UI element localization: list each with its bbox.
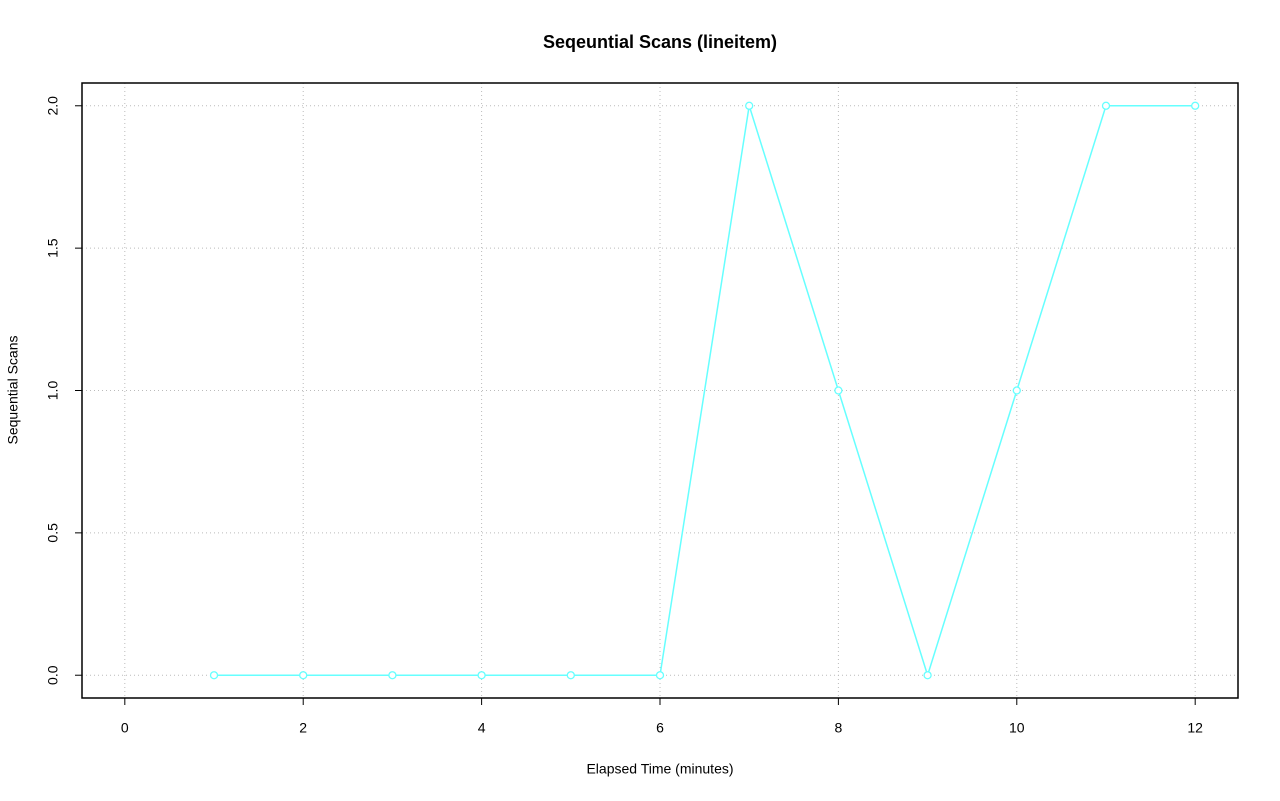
point xyxy=(477,671,486,680)
point xyxy=(566,671,575,680)
point xyxy=(1101,101,1111,110)
x-tick-label: 6 xyxy=(656,720,664,736)
plot-frame xyxy=(81,82,1239,699)
x-tick-label: 0 xyxy=(121,720,129,736)
point xyxy=(655,671,665,680)
point xyxy=(299,671,308,680)
y-tick-label: 0.0 xyxy=(45,665,61,685)
point xyxy=(209,671,219,680)
y-tick-label: 1.5 xyxy=(45,238,61,258)
point xyxy=(1191,101,1200,110)
y-axis-label: Sequential Scans xyxy=(5,336,21,445)
point xyxy=(1012,386,1021,395)
line xyxy=(214,105,1196,678)
y-tick-label: 1.0 xyxy=(45,381,61,401)
chart-title: Seqeuntial Scans (lineitem) xyxy=(543,32,777,52)
x-axis-label: Elapsed Time (minutes) xyxy=(586,761,733,777)
point xyxy=(834,386,843,395)
x-tick-label: 4 xyxy=(478,720,486,736)
point xyxy=(388,671,397,680)
point xyxy=(923,671,932,680)
y-tick-label: 2.0 xyxy=(45,96,61,116)
x-tick-label: 10 xyxy=(1009,720,1025,736)
point xyxy=(745,101,754,110)
x-tick-label: 8 xyxy=(834,720,842,736)
y-tick-label: 0.5 xyxy=(45,523,61,543)
x-tick-label: 12 xyxy=(1187,720,1203,736)
x-tick-label: 2 xyxy=(299,720,307,736)
